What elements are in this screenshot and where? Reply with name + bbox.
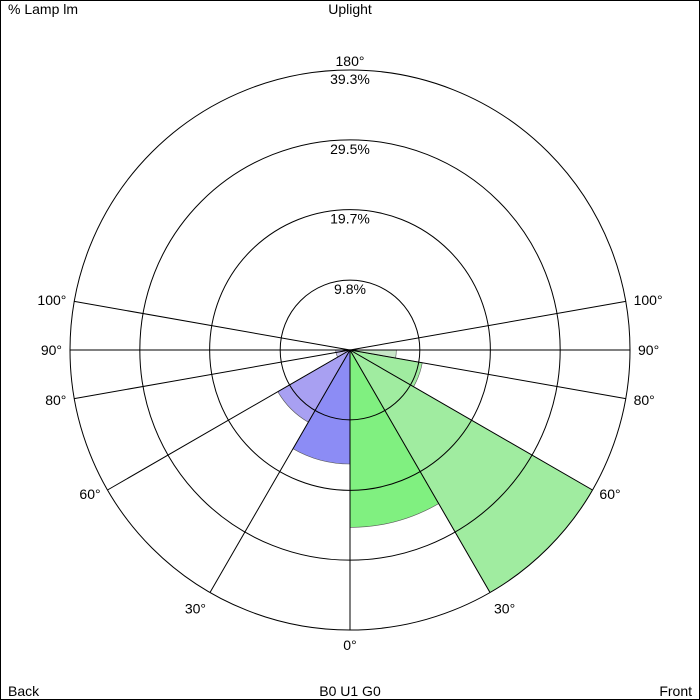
angle-label: 30° (185, 600, 206, 616)
angle-label: 100° (634, 292, 663, 308)
angle-line-front-30 (349, 349, 491, 593)
front-label: Front (659, 683, 692, 699)
units-label: % Lamp lm (8, 1, 79, 17)
angle-label: 90° (638, 342, 659, 358)
angle-line-back-30 (209, 349, 351, 593)
angle-line-front-60 (349, 349, 593, 491)
zone-wedge-front-0-30 (349, 348, 440, 528)
back-label: Back (8, 683, 40, 699)
ring-label: 9.8% (334, 281, 366, 297)
angle-label: 30° (494, 600, 515, 616)
angle-line-front-80 (349, 349, 626, 400)
angle-line-back-100 (74, 300, 351, 351)
zone-wedges (277, 348, 593, 593)
angle-label: 60° (599, 486, 620, 502)
angle-label: 90° (41, 342, 62, 358)
angle-label: 80° (634, 392, 655, 408)
ring-label: 19.7% (330, 211, 370, 227)
ring-label: 39.3% (330, 71, 370, 87)
uplight-label: Uplight (328, 1, 372, 17)
angle-label: 0° (343, 637, 356, 653)
angle-line-back-60 (107, 349, 351, 491)
angle-line-front-100 (349, 300, 626, 351)
axis-labels: 9.8% 19.7% 29.5% 39.3% 180° 0° 30° 60° 80° 90° 100… (37, 53, 662, 653)
angle-gridlines (70, 300, 630, 630)
angle-line-back-80 (74, 349, 351, 400)
angle-label: 80° (45, 392, 66, 408)
angle-label: 60° (79, 486, 100, 502)
angle-label: 100° (37, 292, 66, 308)
bug-rating-label: B0 U1 G0 (319, 683, 381, 699)
ring-label: 29.5% (330, 141, 370, 157)
angle-label-180: 180° (336, 53, 365, 69)
